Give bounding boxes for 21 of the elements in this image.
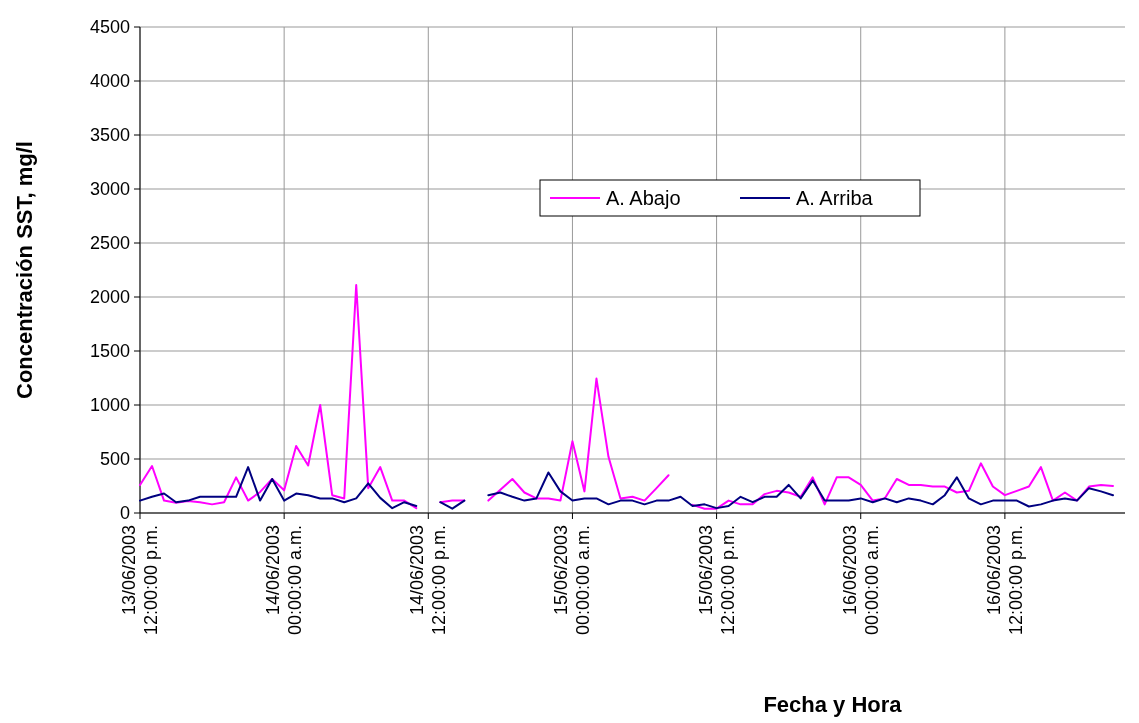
x-tick-label: 16/06/2003 12:00:00 p.m. [983, 525, 1026, 636]
y-tick-label: 2000 [89, 287, 130, 308]
y-tick-label: 1500 [89, 341, 130, 362]
legend-label: A. Arriba [796, 187, 874, 209]
y-axis-title: Concentración SST, mg/l [12, 141, 37, 399]
y-tick-label: 4000 [89, 71, 130, 92]
legend-label: A. Abajo [606, 187, 681, 209]
y-tick-label: 1000 [89, 395, 130, 416]
y-tick-label: 3500 [89, 125, 130, 146]
x-tick-label: 14/06/2003 12:00:00 p.m. [407, 525, 450, 636]
y-tick-label: 2500 [89, 233, 130, 254]
y-tick-label: 3000 [89, 179, 130, 200]
x-tick-label: 16/06/2003 00:00:00 a.m. [839, 525, 882, 636]
x-tick-label: 15/06/2003 12:00:00 p.m. [695, 525, 738, 636]
x-axis-title: Fecha y Hora [763, 692, 903, 717]
y-tick-label: 0 [119, 503, 130, 524]
x-tick-label: 14/06/2003 00:00:00 a.m. [263, 525, 306, 636]
y-tick-label: 4500 [89, 17, 130, 38]
x-tick-label: 15/06/2003 00:00:00 a.m. [551, 525, 594, 636]
y-tick-label: 500 [99, 449, 130, 470]
x-tick-label: 13/06/2003 12:00:00 p.m. [119, 525, 161, 636]
